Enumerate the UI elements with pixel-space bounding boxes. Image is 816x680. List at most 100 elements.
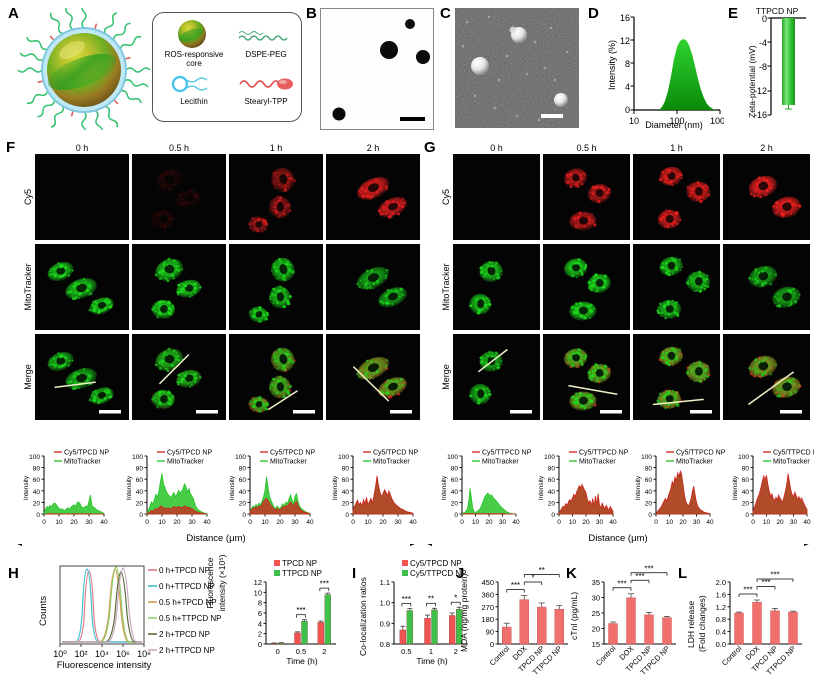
svg-text:10: 10: [364, 519, 372, 526]
svg-text:0: 0: [745, 512, 749, 519]
svg-text:20: 20: [342, 500, 350, 507]
svg-text:Merge: Merge: [23, 364, 33, 390]
svg-text:0.0: 0.0: [716, 640, 726, 649]
svg-text:Merge: Merge: [441, 364, 451, 390]
svg-text:0: 0: [625, 105, 630, 115]
svg-text:1.1: 1.1: [380, 578, 390, 587]
svg-text:0.4: 0.4: [716, 628, 726, 637]
dspe-peg-icon: [237, 27, 295, 45]
svg-text:0: 0: [551, 512, 555, 519]
panel-label-a: A: [8, 5, 19, 22]
svg-text:0: 0: [490, 640, 494, 649]
svg-text:1.6: 1.6: [716, 590, 726, 599]
svg-text:***: ***: [296, 606, 305, 615]
svg-text:-8: -8: [759, 62, 767, 72]
svg-text:10: 10: [569, 519, 577, 526]
svg-text:0.5 h: 0.5 h: [576, 143, 596, 153]
svg-text:40: 40: [409, 519, 417, 526]
svg-text:-12: -12: [754, 86, 767, 96]
panel-h-ylabel: Counts: [38, 595, 49, 626]
panel-g-microscopy-grid: 0 h 0.5 h 1 h 2 h Cy5 MitoTracker Merge: [440, 140, 812, 440]
svg-text:30: 30: [592, 594, 600, 603]
svg-text:Cy5: Cy5: [441, 189, 451, 205]
svg-text:4: 4: [258, 619, 262, 628]
svg-text:MitoTracker: MitoTracker: [482, 459, 519, 466]
panel-i-fluorescence-chart: 0 2 4 6 8 10 12 0 0.5 2 *** *** TPCD NP TTPCD NP Fluor…: [205, 554, 350, 678]
svg-text:Intensity: Intensity: [23, 475, 30, 500]
svg-text:360: 360: [481, 590, 494, 599]
panel-label-j: J: [456, 565, 465, 582]
svg-text:Intensity: Intensity: [332, 475, 339, 500]
svg-text:100: 100: [447, 454, 458, 461]
svg-text:0: 0: [276, 647, 280, 656]
svg-text:0: 0: [762, 14, 767, 24]
panel-k-ctni-chart: 15 20 25 30 35 Control DOX TPCD NP TTPCD NP *** **…: [569, 556, 684, 678]
svg-text:40: 40: [342, 489, 350, 496]
svg-text:***: ***: [320, 580, 329, 589]
svg-text:0: 0: [648, 512, 652, 519]
svg-text:***: ***: [635, 572, 644, 581]
panel-l-ylabel2: (Fold changes): [697, 595, 707, 652]
svg-text:0: 0: [454, 512, 458, 519]
panel-f-distance-label: Distance (μm): [10, 533, 422, 544]
svg-text:100: 100: [29, 454, 40, 461]
panel-k-ylabel: cTnI (pg/mL): [569, 591, 579, 640]
svg-text:10²: 10²: [74, 649, 87, 659]
svg-text:Cy5/TTPCD NP: Cy5/TTPCD NP: [579, 450, 629, 457]
svg-text:20: 20: [645, 500, 653, 507]
panel-h-xlabel: Fluorescence intensity: [56, 660, 152, 671]
panel-i-coloc-ylabel: Co-localization ratios: [358, 577, 368, 656]
svg-text:MitoTracker: MitoTracker: [773, 459, 810, 466]
svg-text:30: 30: [693, 519, 701, 526]
panel-j-ylabel: MDA (ng/mg protein): [459, 573, 469, 652]
svg-text:40: 40: [645, 489, 653, 496]
svg-text:10: 10: [629, 116, 639, 126]
panel-label-e: E: [728, 5, 739, 22]
svg-text:12: 12: [620, 36, 630, 46]
svg-text:***: ***: [761, 578, 770, 587]
panel-h-flow-cytometry: 10⁰ 10² 10⁴ 10⁶ 10⁸ Counts Fluorescence int…: [24, 560, 224, 678]
lecithin-label: Lecithin: [180, 97, 208, 106]
svg-text:**: **: [428, 595, 434, 604]
panel-label-d: D: [588, 5, 599, 22]
panel-h-legend: 0 h+TPCD NP 0 h+TTPCD NP 0.5 h+TPCD NP 0.5 …: [148, 562, 226, 662]
svg-text:MitoTracker: MitoTracker: [167, 459, 204, 466]
svg-text:100: 100: [338, 454, 349, 461]
svg-text:1: 1: [429, 647, 433, 656]
panel-a-nanoparticle-schematic: [14, 8, 154, 130]
svg-text:Intensity: Intensity: [229, 475, 236, 500]
svg-text:Cy5/TPCD NP: Cy5/TPCD NP: [270, 450, 315, 457]
stearyl-tpp-label: Stearyl-TPP: [244, 97, 288, 106]
panel-l-ldh-chart: 0.0 0.4 0.8 1.2 1.6 2.0 Control DOX TPCD NP TTPCD…: [684, 556, 812, 678]
svg-text:40: 40: [239, 489, 247, 496]
svg-text:25: 25: [592, 609, 600, 618]
svg-text:***: ***: [644, 564, 653, 573]
svg-text:**: **: [539, 566, 545, 575]
panel-e-zeta-chart: TTPCD NP 0 -4 -8 -12 -16: [736, 6, 810, 134]
svg-text:0: 0: [36, 512, 40, 519]
panel-i-coloc-xlabel: Time (h): [416, 656, 448, 666]
svg-text:1.0: 1.0: [380, 599, 390, 608]
panel-d-xlabel: Diameter (nm): [645, 120, 703, 130]
panel-b-tem-image: [320, 8, 434, 130]
svg-text:450: 450: [481, 578, 494, 587]
svg-text:90: 90: [486, 628, 494, 637]
svg-text:0: 0: [139, 512, 143, 519]
panel-c-sem-image: [455, 8, 579, 128]
svg-text:0: 0: [751, 519, 755, 526]
svg-text:20: 20: [70, 519, 78, 526]
svg-text:***: ***: [743, 585, 752, 594]
svg-text:2 h: 2 h: [367, 143, 380, 153]
panel-label-k: K: [566, 565, 577, 582]
panel-g-profile-plots: 0 20 40 60 80 100 0 10 20 30 40 Intensity Cy5/TTPCD …: [428, 440, 814, 545]
svg-text:-16: -16: [754, 110, 767, 120]
svg-text:MitoTracker: MitoTracker: [64, 459, 101, 466]
svg-text:*: *: [454, 594, 457, 603]
dspe-peg-label: DSPE-PEG: [245, 50, 287, 59]
panel-d-ylabel: Intensity (%): [607, 39, 617, 90]
svg-text:2 h+TPCD NP: 2 h+TPCD NP: [159, 630, 210, 639]
panel-i-colocalization-chart: 0.8 0.9 1.0 1.1 0.5 1 2 *** ** * Cy5/TPCD NP Cy5/TT…: [358, 556, 480, 678]
svg-text:30: 30: [85, 519, 93, 526]
svg-text:100: 100: [669, 116, 684, 126]
